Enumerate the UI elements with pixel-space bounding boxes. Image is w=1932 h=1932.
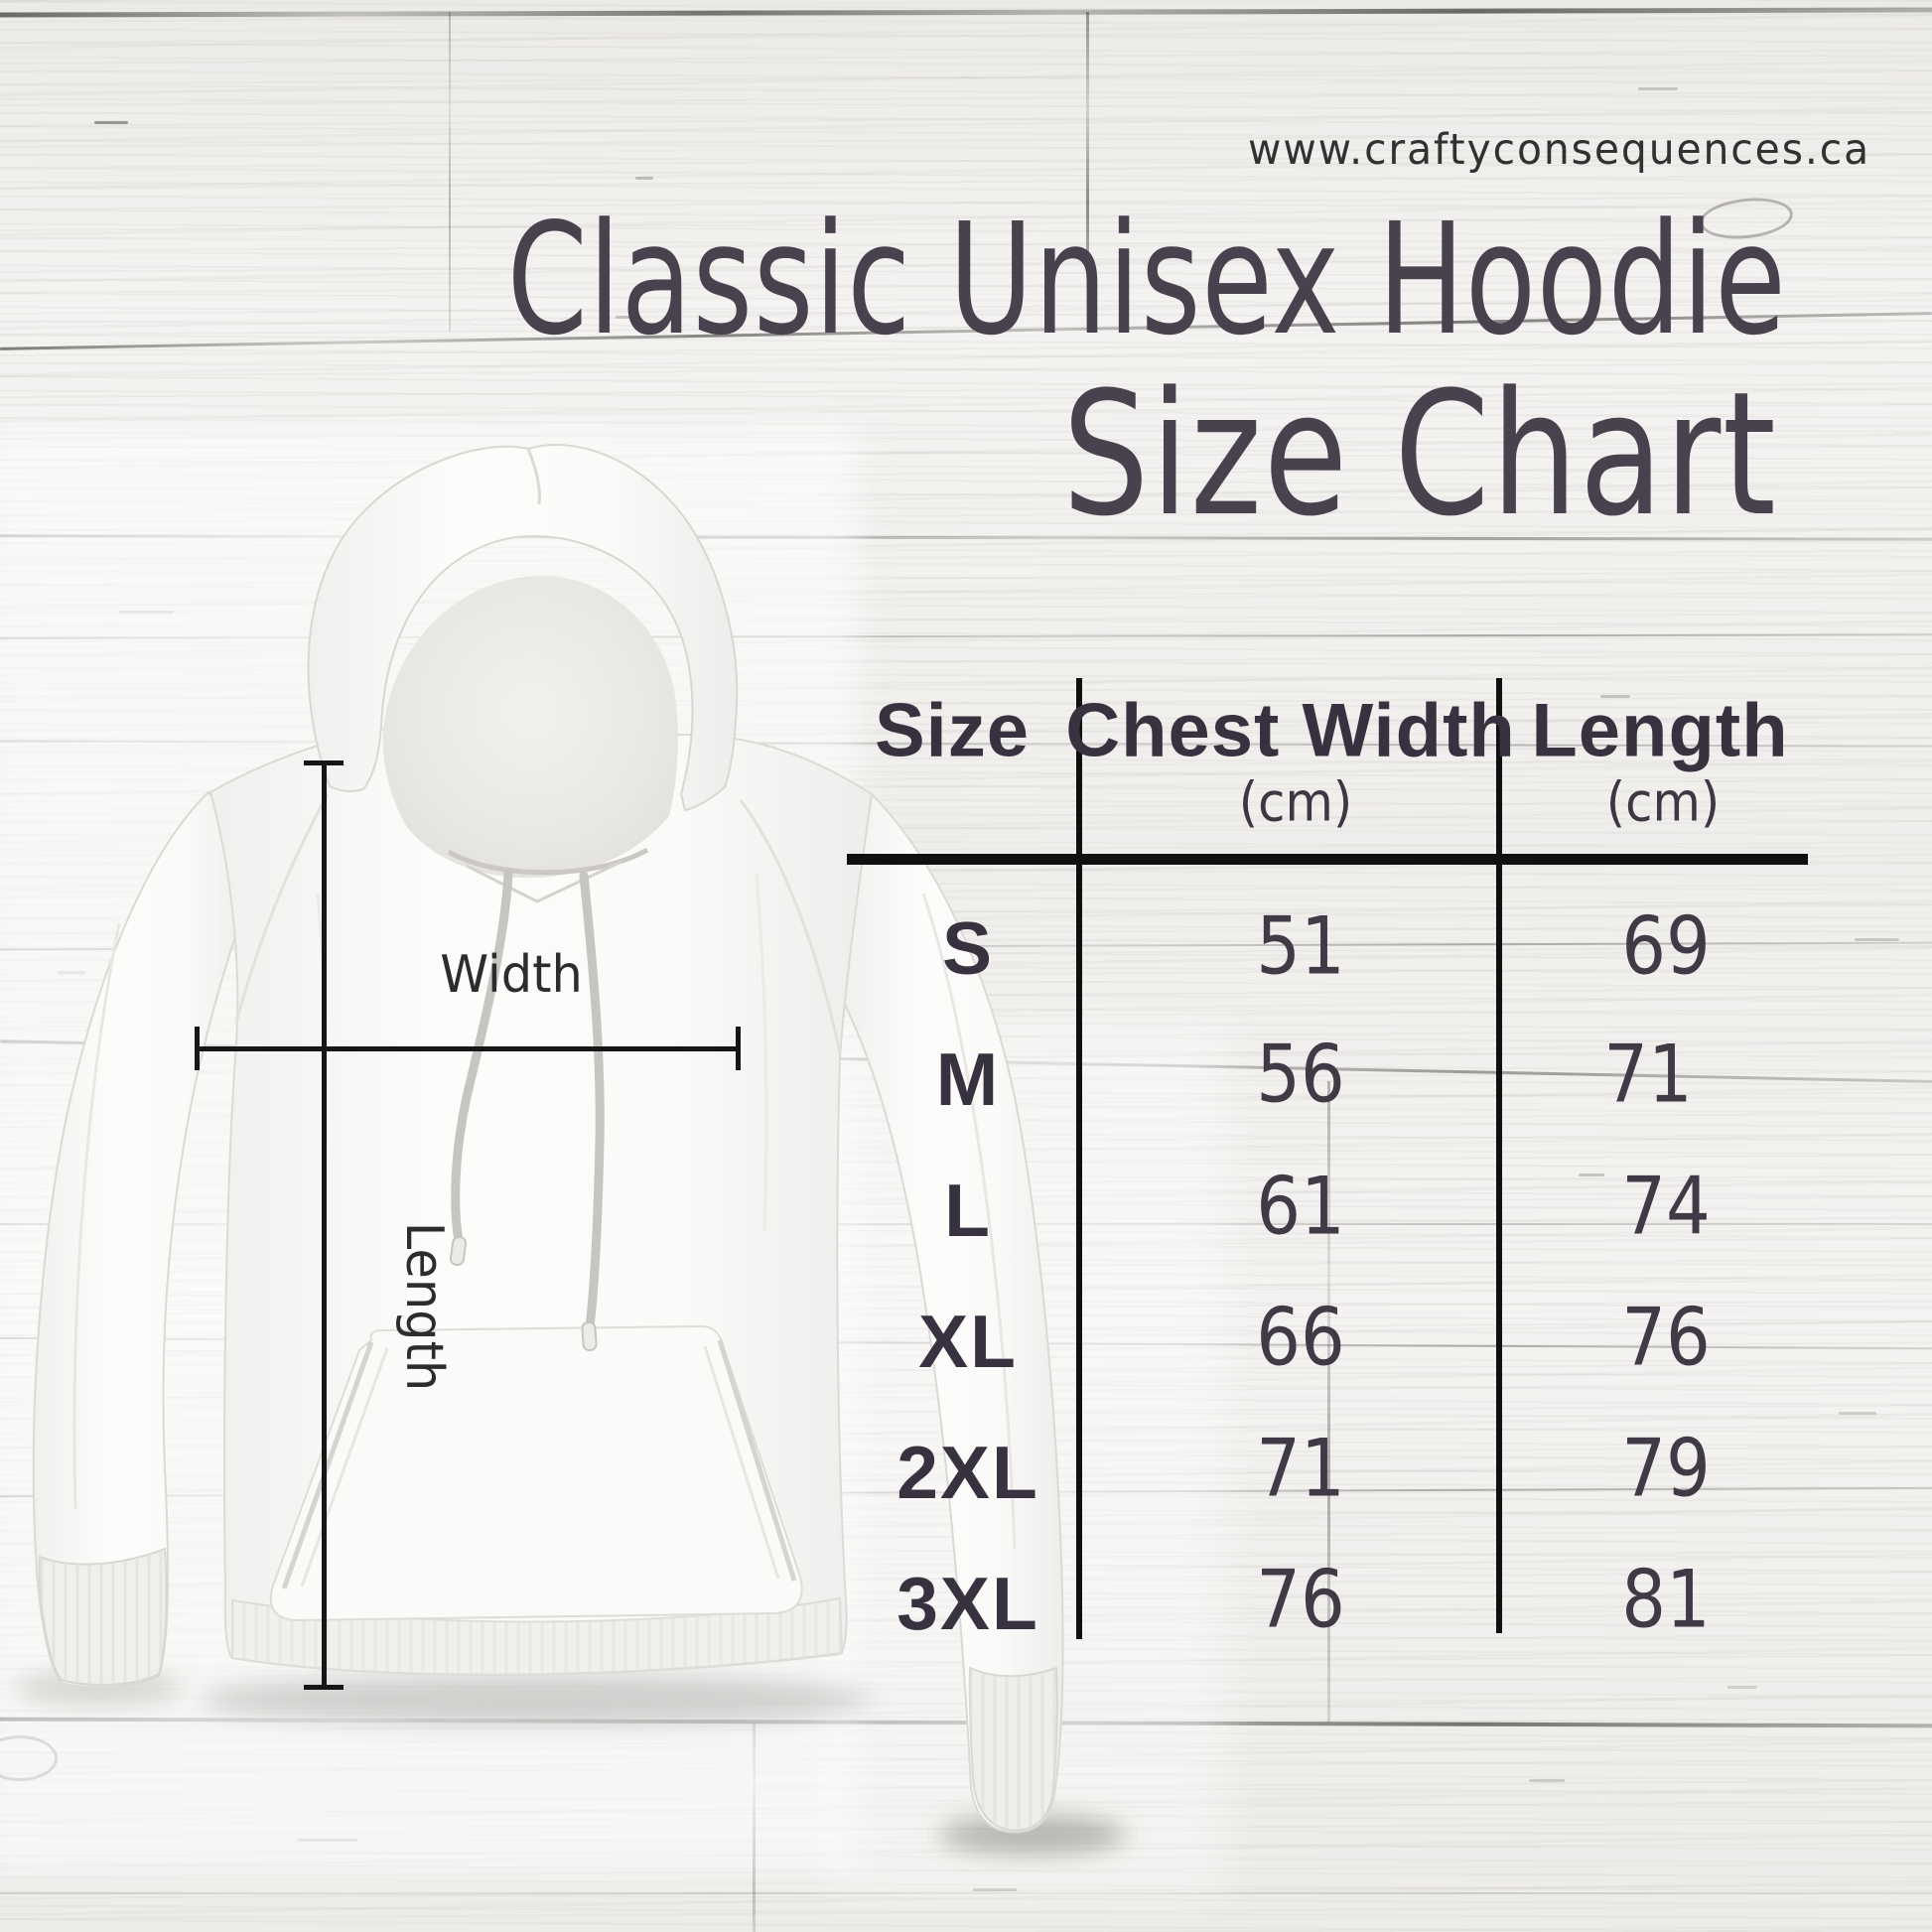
hoodie-collar (447, 847, 649, 876)
hoodie-shadow (938, 1815, 1127, 1855)
column-header-length: Length (1531, 688, 1789, 773)
website-url: www.craftyconsequences.ca (1247, 125, 1870, 175)
width-arrow (197, 1046, 739, 1051)
hoodie-left-sleeve (32, 790, 250, 1689)
hoodie-drawstring-right-aglet (581, 1320, 598, 1351)
hoodie-illustration (15, 444, 1127, 1855)
width-label: Width (440, 945, 583, 1005)
hoodie-drawstring-left-aglet (449, 1236, 468, 1267)
plank-joint (449, 12, 451, 332)
table-row-chest: 76 (1256, 1553, 1345, 1646)
table-row-length: 79 (1621, 1422, 1711, 1515)
hoodie-left-cuff-rib (39, 1549, 167, 1685)
column-header-size: Size (874, 688, 1031, 773)
wood-speck (635, 177, 653, 180)
hoodie-shadow (199, 1674, 874, 1725)
hoodie-drawstring-right (579, 871, 605, 1331)
hoodie-pocket-opening (717, 1339, 797, 1582)
width-arrow-left-tick (195, 1027, 200, 1070)
wood-speck (1855, 938, 1899, 941)
hoodie-right-sleeve (842, 792, 1064, 1834)
hoodie-crease (921, 893, 1017, 1550)
table-row-chest: 61 (1256, 1160, 1345, 1253)
wood-speck (1839, 1412, 1876, 1415)
table-row-length: 81 (1621, 1553, 1711, 1646)
hoodie-crease (72, 922, 121, 1510)
table-row-length: 69 (1621, 899, 1711, 993)
hoodie-collar-stitch (466, 860, 622, 903)
length-label: Length (394, 1221, 454, 1392)
wood-speck (94, 121, 128, 124)
product-title: Classic Unisex Hoodie (507, 190, 1787, 369)
wood-speck (616, 316, 637, 319)
table-column-divider (1076, 678, 1082, 1639)
hoodie-pocket-stitch (703, 1345, 780, 1580)
wood-speck (973, 1888, 1017, 1891)
table-row-size: S (941, 906, 995, 990)
hoodie-crease (755, 873, 768, 1232)
column-header-chest-width: Chest Width (1065, 688, 1516, 773)
wood-speck (1727, 1686, 1757, 1689)
table-row-size: L (944, 1169, 992, 1252)
hoodie-pocket (269, 1324, 803, 1622)
length-arrow (322, 762, 327, 1688)
table-header-rule (847, 854, 1808, 865)
column-unit-length: (cm) (1605, 770, 1721, 834)
hoodie-pocket-opening (281, 1341, 374, 1589)
wood-speck (1579, 1173, 1604, 1176)
wood-speck (1638, 87, 1678, 90)
plank-joint (1327, 1081, 1330, 1723)
length-arrow-top-tick (304, 760, 344, 765)
plank-seam (0, 7, 1932, 18)
hoodie-hood-lining (382, 575, 678, 879)
wood-speck (1600, 695, 1630, 698)
table-row-chest: 56 (1256, 1028, 1345, 1121)
table-column-divider (1496, 678, 1502, 1633)
hoodie-drawstring-left (451, 869, 513, 1246)
chart-title: Size Chart (1061, 354, 1777, 554)
plank-seam (0, 1892, 1932, 1894)
hoodie-right-cuff-rib (969, 1668, 1057, 1831)
hoodie-pocket-stitch (300, 1347, 389, 1587)
hoodie-seam (234, 793, 330, 1024)
table-row-size: 2XL (897, 1431, 1039, 1514)
table-row-size: M (935, 1037, 1001, 1121)
hoodie-hood (307, 444, 739, 812)
table-row-size: XL (918, 1300, 1018, 1383)
wood-speck (1529, 1779, 1565, 1782)
hoodie-seam (739, 799, 842, 1053)
column-unit-chest: (cm) (1238, 770, 1353, 834)
hoodie-hood-seam (526, 448, 541, 505)
table-row-length: 76 (1621, 1291, 1711, 1384)
length-arrow-bottom-tick (304, 1685, 344, 1690)
table-row-chest: 66 (1256, 1291, 1345, 1384)
table-row-length: 71 (1603, 1028, 1693, 1121)
table-row-chest: 51 (1256, 899, 1345, 993)
table-row-length: 74 (1621, 1160, 1711, 1253)
table-row-chest: 71 (1256, 1422, 1345, 1515)
table-row-size: 3XL (897, 1562, 1039, 1645)
width-arrow-right-tick (736, 1027, 741, 1070)
plank-joint (1086, 12, 1089, 332)
